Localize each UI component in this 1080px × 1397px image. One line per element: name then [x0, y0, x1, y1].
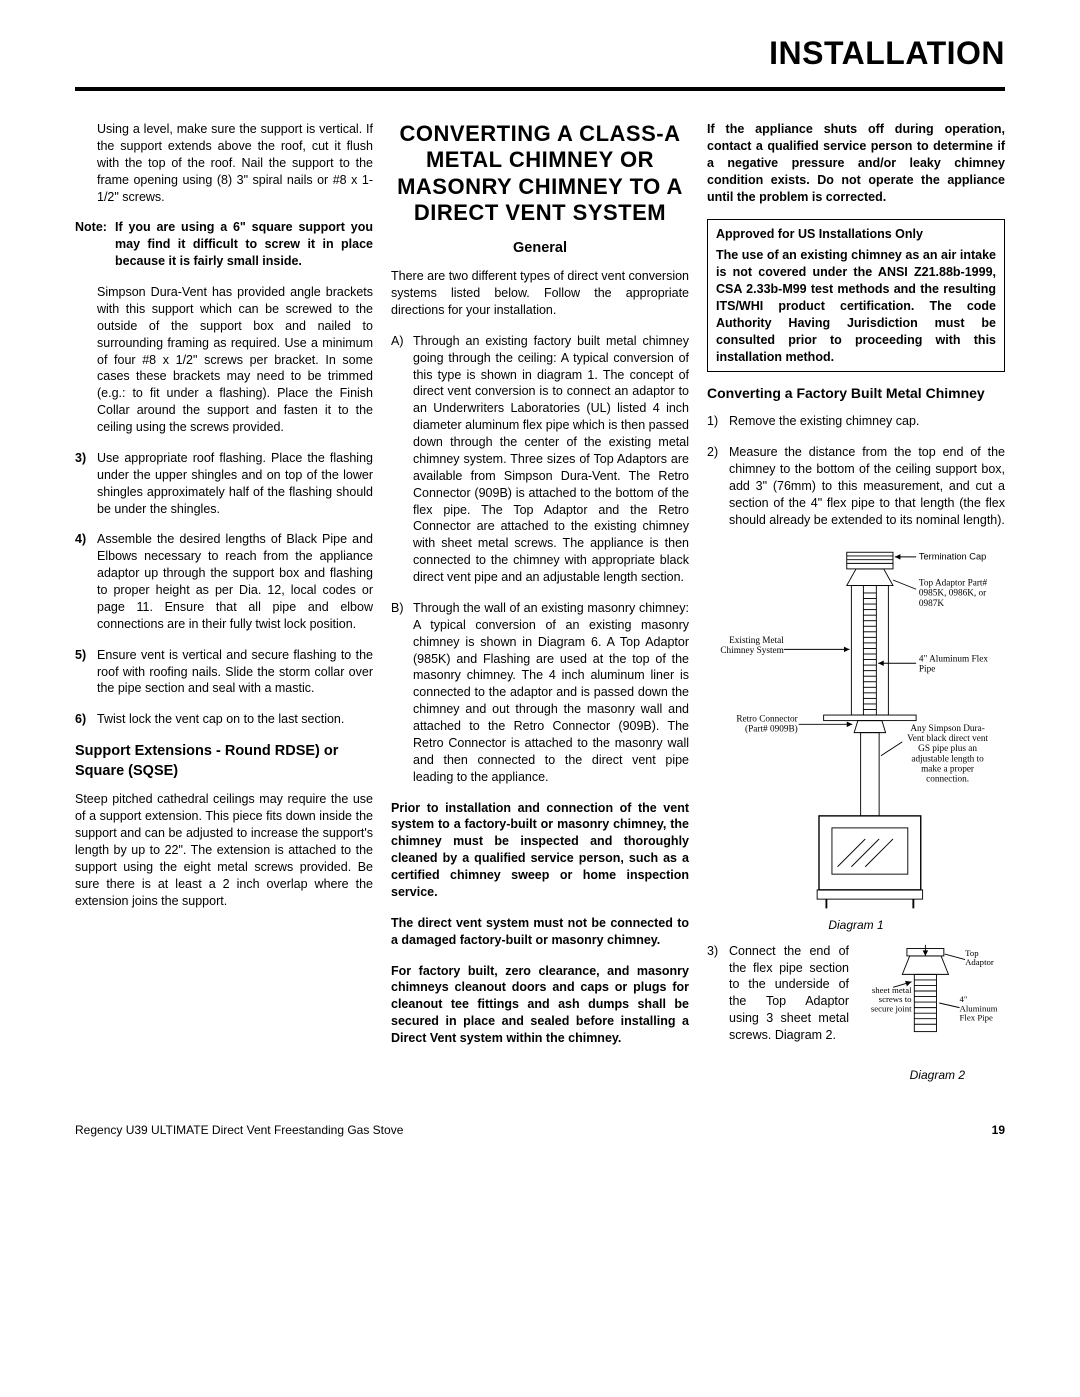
col2-item-b: B) Through the wall of an existing mason… — [391, 600, 689, 786]
item-num: 3) — [75, 450, 97, 518]
d1-simpson: Any Simpson Dura-Vent black direct vent … — [902, 723, 993, 784]
col3-subheading: Converting a Factory Built Metal Chimney — [707, 384, 1005, 403]
col1-extension-para: Steep pitched cathedral ceilings may req… — [75, 791, 373, 909]
col2-general-heading: General — [391, 239, 689, 259]
letter-body: Through the wall of an existing masonry … — [413, 600, 689, 786]
box-title: Approved for US Installations Only — [716, 226, 996, 243]
d1-term-cap: Termination Cap — [919, 551, 986, 561]
col2-bold-1: Prior to installation and connection of … — [391, 800, 689, 901]
col3-item-3-row: 3) Connect the end of the flex pipe sect… — [707, 943, 1005, 1063]
col2-bold-2: The direct vent system must not be conne… — [391, 915, 689, 949]
col1-simpson: Simpson Dura-Vent has provided angle bra… — [97, 284, 373, 436]
item-body: Use appropriate roof flashing. Place the… — [97, 450, 373, 518]
col1-item-6: 6) Twist lock the vent cap on to the las… — [75, 711, 373, 728]
page-title: INSTALLATION — [75, 35, 1005, 72]
d1-existing: Existing Metal Chimney System — [719, 635, 784, 655]
content-columns: Using a level, make sure the support is … — [75, 121, 1005, 1093]
col1-intro: Using a level, make sure the support is … — [97, 121, 373, 205]
letter-label: A) — [391, 333, 413, 586]
item-num: 4) — [75, 531, 97, 632]
d1-flex: 4" Aluminum Flex Pipe — [919, 654, 993, 674]
item-num: 5) — [75, 647, 97, 698]
col2-item-a: A) Through an existing factory built met… — [391, 333, 689, 586]
item-num: 3) — [707, 943, 729, 1044]
col1-note: Note: If you are using a 6" square suppo… — [75, 219, 373, 270]
column-1: Using a level, make sure the support is … — [75, 121, 373, 1093]
title-rule — [75, 87, 1005, 91]
item-body: Assemble the desired lengths of Black Pi… — [97, 531, 373, 632]
col3-item-3: 3) Connect the end of the flex pipe sect… — [707, 943, 849, 1063]
note-label: Note: — [75, 219, 115, 270]
box-body: The use of an existing chimney as an air… — [716, 247, 996, 365]
approval-box: Approved for US Installations Only The u… — [707, 219, 1005, 372]
item-num: 2) — [707, 444, 729, 528]
note-body: If you are using a 6" square support you… — [115, 219, 373, 270]
item-num: 6) — [75, 711, 97, 728]
item-body: Twist lock the vent cap on to the last s… — [97, 711, 373, 728]
d2-flex: 4" Aluminum Flex Pipe — [960, 996, 1004, 1024]
item-body: Remove the existing chimney cap. — [729, 413, 1005, 430]
item-body: Ensure vent is vertical and secure flash… — [97, 647, 373, 698]
column-2: CONVERTING A CLASS-A METAL CHIMNEY OR MA… — [391, 121, 689, 1093]
item-body: Measure the distance from the top end of… — [729, 444, 1005, 528]
d1-retro: Retro Connector (Part# 0909B) — [719, 714, 798, 734]
col3-item-1: 1) Remove the existing chimney cap. — [707, 413, 1005, 430]
diagram-2-caption: Diagram 2 — [707, 1067, 1005, 1083]
letter-label: B) — [391, 600, 413, 786]
d1-top-adaptor: Top Adaptor Part# 0985K, 0986K, or 0987K — [919, 578, 993, 609]
col3-item-2: 2) Measure the distance from the top end… — [707, 444, 1005, 528]
col3-warning: If the appliance shuts off during operat… — [707, 121, 1005, 205]
letter-body: Through an existing factory built metal … — [413, 333, 689, 586]
footer-page-number: 19 — [992, 1123, 1005, 1137]
col1-item-4: 4) Assemble the desired lengths of Black… — [75, 531, 373, 632]
col2-main-heading: CONVERTING A CLASS-A METAL CHIMNEY OR MA… — [391, 121, 689, 227]
col1-subheading: Support Extensions - Round RDSE) or Squa… — [75, 742, 373, 781]
d2-top: Top Adaptor — [965, 950, 1004, 968]
diagram-2: Top Adaptor sheet metal screws to secure… — [855, 943, 1005, 1063]
item-body: Connect the end of the flex pipe section… — [729, 943, 849, 1044]
page-footer: Regency U39 ULTIMATE Direct Vent Freesta… — [75, 1123, 1005, 1137]
col1-item-5: 5) Ensure vent is vertical and secure fl… — [75, 647, 373, 698]
col2-bold-3: For factory built, zero clearance, and m… — [391, 963, 689, 1047]
column-3: If the appliance shuts off during operat… — [707, 121, 1005, 1093]
col2-general-para: There are two different types of direct … — [391, 268, 689, 319]
item-num: 1) — [707, 413, 729, 430]
d2-sheet: sheet metal screws to secure joint — [858, 987, 912, 1015]
diagram-1-caption: Diagram 1 — [707, 917, 1005, 933]
col1-item-3: 3) Use appropriate roof flashing. Place … — [75, 450, 373, 518]
diagram-1: Termination Cap Top Adaptor Part# 0985K,… — [707, 543, 1005, 913]
footer-product: Regency U39 ULTIMATE Direct Vent Freesta… — [75, 1123, 403, 1137]
